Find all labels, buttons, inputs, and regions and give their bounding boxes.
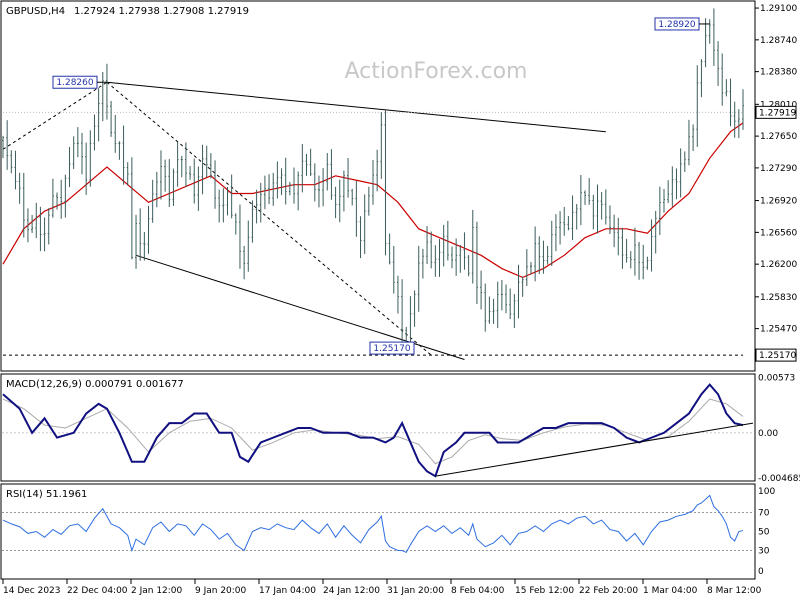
rsi-pane[interactable]: RSI(14) 51.1961 100 70 50 30 0 [0,483,775,580]
time-tick-label: 2 Jan 12:00 [131,586,183,596]
low-price-label: 1.25170 [759,351,796,361]
time-tick-label: 22 Feb 20:00 [579,586,638,596]
macd-signal-line [2,398,744,465]
time-tick-label: 9 Jan 20:00 [195,586,247,596]
rsi-title: RSI(14) 51.1961 [6,489,87,500]
price-tick-label: 1.25470 [760,325,797,335]
time-tick-label: 24 Jan 12:00 [323,586,380,596]
macd-tick-label: 0.00573 [758,374,795,384]
rsi-tick-label: 50 [758,528,770,538]
trendline-dashed [2,81,108,150]
rsi-line [2,494,744,554]
low-price-box [755,348,797,362]
price-annotation-label: 1.25170 [373,344,410,354]
price-labels: 1.28260 1.28920 1.25170 1.27919 1.25170 [52,17,797,362]
time-axis: 14 Dec 2023 22 Dec 04:00 2 Jan 12:00 9 Jan … [2,579,762,596]
price-tick-label: 1.27650 [760,132,797,142]
price-tick-label: 1.28380 [760,68,797,78]
price-tick-label: 1.29100 [760,4,797,14]
rsi-axis: 100 70 50 30 0 [758,487,775,577]
time-tick-label: 22 Dec 04:00 [67,586,128,596]
trendline-solid [106,81,606,133]
price-annotation-box [369,341,415,355]
time-tick-label: 14 Dec 2023 [3,586,61,596]
price-tick-label: 1.28010 [760,100,797,110]
macd-line [2,383,744,478]
watermark: ActionForex.com [345,59,528,84]
time-tick-label: 8 Feb 04:00 [451,586,505,596]
macd-lines [2,383,754,478]
macd-axis: 0.00573 0.00 -0.004685 [758,374,800,484]
ohlc-readout: 1.27924 1.27938 1.27908 1.27919 [74,6,249,17]
macd-tick-label: -0.004685 [758,474,800,484]
macd-pane[interactable]: MACD(12,26,9) 0.000791 0.001677 0.005730… [0,373,800,484]
trendline-dashed [106,81,432,356]
time-tick-label: 1 Mar 04:00 [643,586,698,596]
price-tick-label: 1.26200 [760,260,797,270]
macd-title: MACD(12,26,9) 0.000791 0.001677 [6,379,184,390]
time-tick-label: 17 Jan 04:00 [259,586,316,596]
time-tick-label: 15 Feb 12:00 [515,586,574,596]
price-annotation-label: 1.28920 [658,20,695,30]
price-candles [2,8,744,353]
time-tick-label: 31 Jan 20:00 [387,586,444,596]
price-tick-label: 1.25830 [760,293,797,303]
price-tick-label: 1.28740 [760,36,797,46]
rsi-tick-label: 0 [758,567,764,577]
rsi-tick-label: 30 [758,547,770,557]
price-annotation-label: 1.28260 [56,78,93,88]
rsi-lines [2,494,754,554]
price-tick-label: 1.26920 [760,197,797,207]
rsi-tick-label: 100 [758,487,775,497]
price-tick-label: 1.26560 [760,228,797,238]
macd-trendline [435,422,754,477]
price-pane[interactable]: ActionForex.com GBPUSD,H4 1.27924 1.2793… [0,0,797,372]
symbol-label: GBPUSD,H4 [6,6,65,17]
time-tick-label: 8 Mar 12:00 [707,586,762,596]
price-tick-label: 1.27290 [760,164,797,174]
macd-tick-label: 0.00 [758,429,778,439]
current-price-box [755,105,797,119]
current-price-label: 1.27919 [759,108,796,118]
rsi-tick-label: 70 [758,509,770,519]
